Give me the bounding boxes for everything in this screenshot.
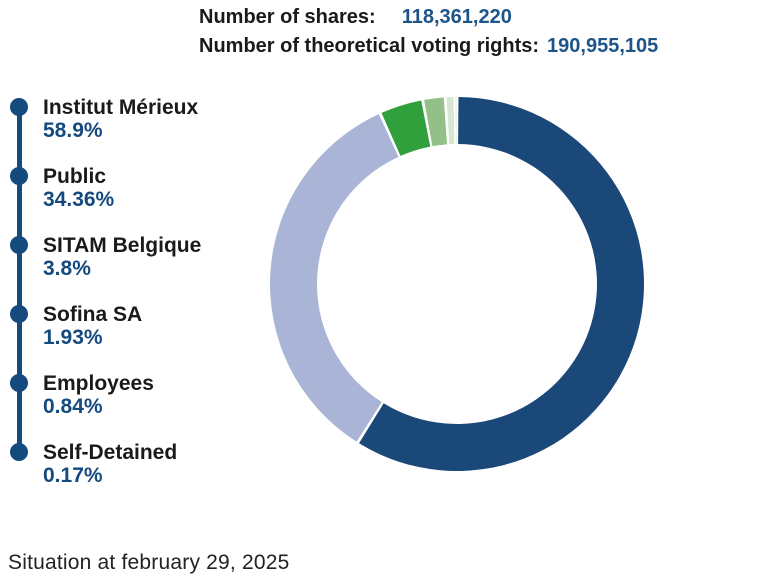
- legend-percentage: 1.93%: [43, 326, 103, 349]
- donut-segment-public: [270, 114, 399, 442]
- legend-percentage: 34.36%: [43, 188, 115, 211]
- legend-bullet-icon: [10, 305, 28, 323]
- shares-value: 118,361,220: [401, 6, 512, 28]
- legend-item: Public 34.36%: [6, 165, 261, 234]
- legend-bullet-icon: [10, 167, 28, 185]
- legend-bullet-icon: [10, 443, 28, 461]
- legend-label: Institut Mérieux: [43, 96, 199, 119]
- legend-percentage: 58.9%: [43, 119, 103, 142]
- legend-item: Employees 0.84%: [6, 372, 261, 441]
- donut-segment-employees: [446, 97, 455, 145]
- legend-percentage: 3.8%: [43, 257, 91, 280]
- donut-segment-sitam-belgique: [381, 100, 431, 156]
- legend-connector-line: [17, 107, 22, 453]
- legend-item: Self-Detained 0.17%: [6, 441, 261, 487]
- shares-line: Number of shares: 118,361,220: [199, 3, 658, 32]
- legend-label: Sofina SA: [43, 303, 143, 326]
- legend-label: Employees: [43, 372, 154, 395]
- legend-label: Public: [43, 165, 107, 188]
- voting-rights-line: Number of theoretical voting rights: 190,…: [199, 32, 658, 61]
- situation-date: Situation at february 29, 2025: [8, 551, 290, 574]
- voting-rights-value: 190,955,105: [547, 35, 659, 57]
- legend-bullet-icon: [10, 98, 28, 116]
- legend-bullet-icon: [10, 374, 28, 392]
- legend-bullet-icon: [10, 236, 28, 254]
- legend-item: Institut Mérieux 58.9%: [6, 96, 261, 165]
- chart-legend: Institut Mérieux 58.9% Public 34.36% SITAM B…: [6, 96, 261, 487]
- legend-percentage: 0.17%: [43, 464, 103, 487]
- legend-label: Self-Detained: [43, 441, 178, 464]
- shares-label: Number of shares:: [199, 6, 376, 28]
- donut-segment-self-detained: [455, 97, 457, 144]
- legend-item: Sofina SA 1.93%: [6, 303, 261, 372]
- legend-percentage: 0.84%: [43, 395, 103, 418]
- donut-segment-institut-m-rieux: [359, 97, 645, 472]
- voting-rights-label: Number of theoretical voting rights:: [199, 35, 540, 57]
- share-counts: Number of shares: 118,361,220 Number of t…: [199, 3, 658, 61]
- legend-label: SITAM Belgique: [43, 234, 202, 257]
- donut-segment-sofina-sa: [424, 97, 448, 147]
- legend-item: SITAM Belgique 3.8%: [6, 234, 261, 303]
